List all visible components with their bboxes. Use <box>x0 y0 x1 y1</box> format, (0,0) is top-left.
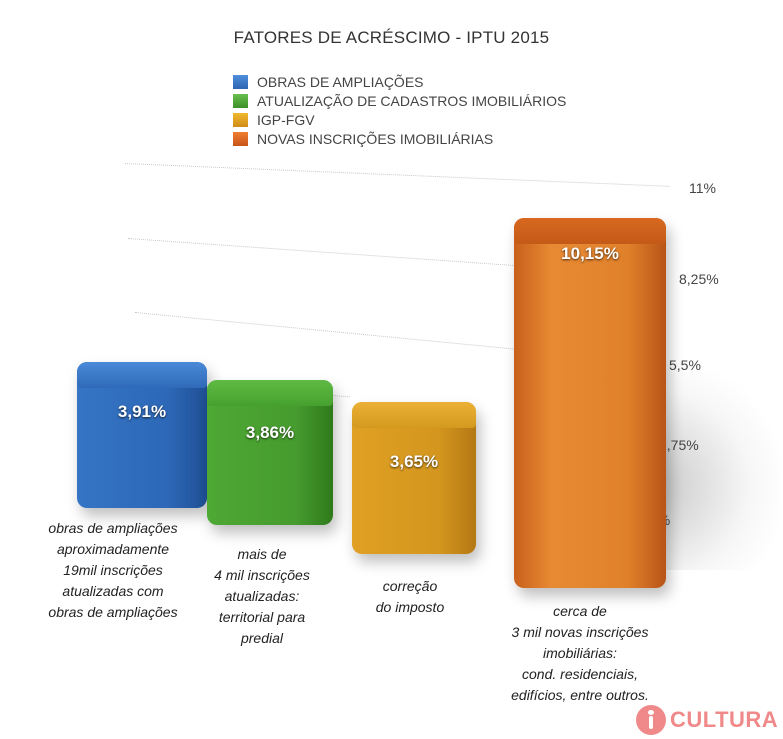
caption-igp: correção do imposto <box>360 576 460 618</box>
legend-label: NOVAS INSCRIÇÕES IMOBILIÁRIAS <box>257 130 494 147</box>
caption-line: 3 mil novas inscrições <box>511 624 649 640</box>
cultura-logo: CULTURA <box>636 705 778 735</box>
caption-line: do imposto <box>375 599 445 615</box>
caption-line: cerca de <box>553 603 607 619</box>
caption-novas: cerca de 3 mil novas inscrições imobiliá… <box>495 601 665 706</box>
caption-line: 4 mil inscrições <box>214 567 310 583</box>
legend-item-obras: OBRAS DE AMPLIAÇÕES <box>233 72 566 91</box>
caption-line: 19mil inscrições <box>63 562 163 578</box>
legend-swatch <box>233 131 248 146</box>
legend-item-igp: IGP-FGV <box>233 110 566 129</box>
y-tick-55: 5,5% <box>669 357 701 373</box>
caption-line: correção <box>382 578 438 594</box>
bar-value-label: 3,91% <box>117 402 167 421</box>
legend-item-novas: NOVAS INSCRIÇÕES IMOBILIÁRIAS <box>233 129 566 148</box>
legend-swatch <box>233 93 248 108</box>
legend-label: OBRAS DE AMPLIAÇÕES <box>257 73 424 90</box>
legend-swatch <box>233 74 248 89</box>
bar-cadastros: 3,86% <box>207 380 333 525</box>
y-tick-11: 11% <box>689 180 716 196</box>
caption-line: atualizadas: <box>224 588 300 604</box>
legend-swatch <box>233 112 248 127</box>
bar-value-label: 10,15% <box>561 244 619 263</box>
caption-line: obras de ampliações <box>48 520 178 536</box>
bar-value-label: 3,65% <box>389 452 439 471</box>
y-tick-275: 2,75% <box>659 437 699 453</box>
caption-line: cond. residenciais, <box>522 666 638 682</box>
caption-line: atualizadas com <box>62 583 164 599</box>
caption-line: aproximadamente <box>56 541 170 557</box>
radio-broadcast-icon <box>636 705 666 735</box>
caption-obras: obras de ampliações aproximadamente 19mi… <box>30 518 196 623</box>
caption-line: edifícios, entre outros. <box>511 687 649 703</box>
bar-igp: 3,65% <box>352 402 476 554</box>
bar-novas: 10,15% <box>514 218 666 588</box>
legend-label: IGP-FGV <box>257 111 315 128</box>
legend-label: ATUALIZAÇÃO DE CADASTROS IMOBILIÁRIOS <box>257 92 567 109</box>
caption-line: mais de <box>237 546 287 562</box>
legend-item-cadastros: ATUALIZAÇÃO DE CADASTROS IMOBILIÁRIOS <box>233 91 566 110</box>
caption-line: predial <box>240 630 284 646</box>
caption-line: obras de ampliações <box>48 604 178 620</box>
gridline-11 <box>124 163 670 187</box>
y-tick-825: 8,25% <box>679 271 719 287</box>
caption-cadastros: mais de 4 mil inscrições atualizadas: te… <box>200 544 324 649</box>
chart-title: FATORES DE ACRÉSCIMO - IPTU 2015 <box>233 28 550 47</box>
gridline-55 <box>134 312 524 351</box>
legend: OBRAS DE AMPLIAÇÕES ATUALIZAÇÃO DE CADAS… <box>233 72 566 148</box>
logo-text: CULTURA <box>670 707 779 732</box>
bar-obras: 3,91% <box>77 362 207 508</box>
caption-line: imobiliárias: <box>543 645 617 661</box>
bar-value-label: 3,86% <box>245 423 295 442</box>
gridline-825 <box>127 238 528 267</box>
caption-line: territorial para <box>218 609 306 625</box>
